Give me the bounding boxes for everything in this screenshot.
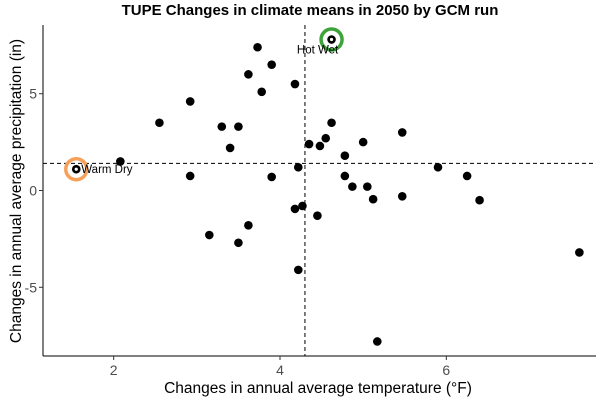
data-point xyxy=(267,172,276,182)
x-tick-label: 2 xyxy=(110,362,118,378)
annotation-marker xyxy=(74,167,78,171)
data-point xyxy=(155,118,164,128)
data-point xyxy=(290,204,300,214)
annotation-label: Warm Dry xyxy=(81,164,133,176)
data-point xyxy=(340,171,350,181)
data-point xyxy=(348,182,357,191)
plot-area: 2 4 6 -5 0 5 Warm Dry Hot Wet xyxy=(25,25,596,378)
data-point xyxy=(257,87,267,97)
data-point xyxy=(397,192,407,201)
data-point xyxy=(321,133,331,143)
data-point xyxy=(475,195,484,205)
data-point xyxy=(327,118,336,128)
x-axis-label: Changes in annual average temperature (°… xyxy=(164,380,472,397)
data-point xyxy=(293,162,303,172)
data-point xyxy=(253,42,262,52)
data-point xyxy=(217,122,227,131)
data-point xyxy=(462,171,472,181)
x-tick-label: 4 xyxy=(276,362,284,378)
data-point xyxy=(368,194,378,204)
data-point xyxy=(234,122,243,131)
data-point xyxy=(363,182,372,191)
data-point xyxy=(116,157,125,166)
data-point xyxy=(225,143,235,153)
y-tick-label: -5 xyxy=(25,279,38,295)
data-point xyxy=(358,137,368,147)
annotation-label: Hot Wet xyxy=(297,45,339,57)
data-point xyxy=(205,230,214,240)
data-point xyxy=(575,248,584,257)
data-point xyxy=(433,162,443,172)
chart-title: TUPE Changes in climate means in 2050 by… xyxy=(122,2,499,19)
data-point xyxy=(244,70,253,79)
highlight-ring xyxy=(64,156,89,182)
x-tick-label: 6 xyxy=(442,362,450,378)
y-tick-label: 0 xyxy=(29,183,37,199)
data-point xyxy=(234,238,243,248)
data-point xyxy=(315,141,325,151)
data-point xyxy=(372,337,382,346)
data-point xyxy=(304,139,314,149)
data-point xyxy=(185,97,195,106)
data-point xyxy=(293,265,303,275)
data-point xyxy=(340,151,350,160)
data-point xyxy=(397,128,407,137)
data-point xyxy=(244,221,253,230)
y-axis-label: Changes in annual average precipitation … xyxy=(8,39,25,343)
y-tick-label: 5 xyxy=(29,86,37,102)
annotation-marker xyxy=(329,37,334,42)
data-point xyxy=(290,79,300,89)
highlight-ring xyxy=(319,27,344,52)
data-point xyxy=(267,60,276,69)
data-point xyxy=(298,201,307,211)
data-point xyxy=(185,171,195,181)
data-point xyxy=(313,211,322,220)
